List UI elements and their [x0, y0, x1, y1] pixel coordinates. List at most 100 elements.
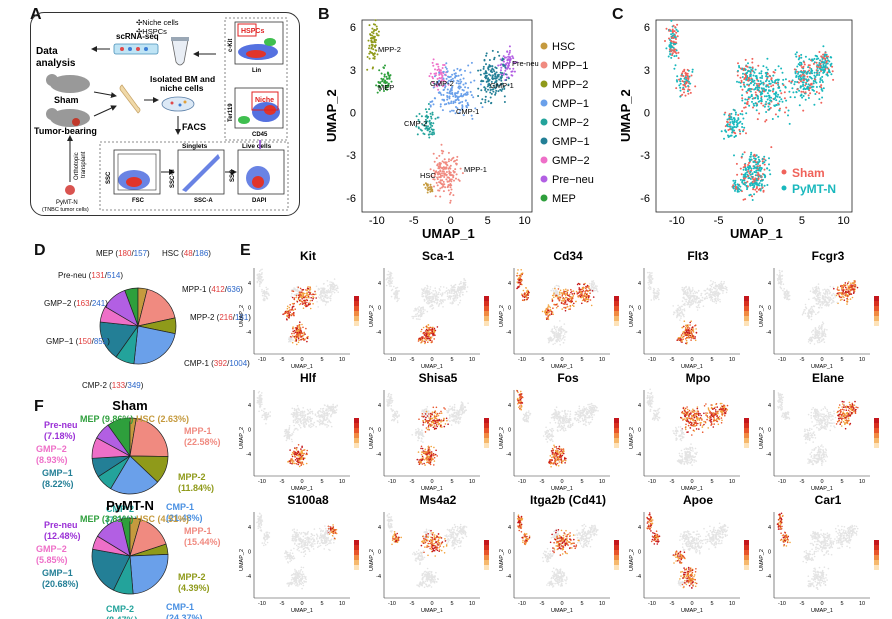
umap-point: [821, 96, 824, 99]
feature-point: [592, 284, 595, 286]
feature-point: [593, 287, 595, 290]
feature-point: [389, 281, 392, 283]
feature-point: [286, 307, 289, 310]
sham-mouse-icon: [50, 75, 90, 93]
umap-point: [503, 95, 506, 98]
feature-point: [571, 300, 573, 303]
umap-point: [376, 91, 379, 94]
color-scale: [614, 321, 619, 326]
feature-point: [569, 295, 571, 298]
feature-point: [579, 288, 581, 291]
feature-point: [418, 306, 420, 308]
feature-point: [388, 279, 390, 282]
umap-point: [433, 160, 436, 163]
umap-point: [815, 91, 818, 93]
feature-point: [836, 301, 838, 304]
feature-point: [588, 285, 590, 288]
feature-point: [445, 287, 448, 289]
feature-point: [708, 296, 711, 299]
umap-point: [503, 85, 506, 88]
feature-point: [430, 329, 433, 332]
feature-point: [455, 292, 458, 294]
feature-point: [520, 273, 522, 276]
umap-point: [761, 162, 764, 165]
umap-point: [434, 68, 436, 71]
feature-point: [851, 296, 854, 299]
feature-point: [693, 300, 695, 302]
feature-point: [263, 289, 265, 292]
feature-point: [573, 302, 575, 305]
umap-point: [781, 100, 784, 103]
umap-point: [445, 171, 448, 173]
umap-point: [750, 151, 753, 154]
feature-point: [783, 292, 786, 295]
umap-point: [684, 76, 687, 78]
feature-point: [686, 336, 688, 339]
feature-point: [428, 339, 431, 342]
feature-point: [303, 296, 305, 299]
umap-point: [686, 72, 689, 75]
feature-point: [453, 292, 456, 295]
feature-point: [453, 284, 455, 287]
umap-point: [450, 89, 453, 92]
umap-point: [744, 76, 747, 78]
umap-point: [503, 101, 506, 103]
y-axis-label: UMAP_2: [369, 305, 375, 327]
feature-point: [265, 288, 268, 291]
feature-point: [320, 293, 323, 295]
feature-point: [423, 337, 425, 339]
umap-point: [479, 83, 482, 86]
umap-point: [432, 58, 435, 61]
umap-point: [434, 173, 437, 176]
umap-point: [679, 77, 682, 80]
umap-point: [751, 195, 753, 198]
feature-point: [555, 339, 557, 341]
umap-point: [802, 79, 805, 81]
feature-point: [526, 293, 529, 295]
umap-point: [673, 55, 676, 58]
feature-point: [561, 297, 564, 300]
feature-point: [429, 300, 432, 302]
feature-point: [393, 285, 395, 288]
feature-point: [516, 287, 518, 290]
hspcs-gate-label: HSPCs: [241, 28, 264, 35]
feature-point: [330, 287, 332, 289]
umap-point: [755, 82, 758, 85]
y-tick: -3: [640, 150, 650, 162]
feature-point: [322, 300, 325, 302]
umap-point: [385, 85, 388, 88]
feature-point: [850, 285, 852, 287]
umap-point: [772, 84, 775, 87]
feature-point: [788, 294, 790, 297]
feature-point: [552, 343, 554, 346]
feature-point: [687, 333, 689, 336]
umap-point: [812, 82, 815, 85]
umap-point: [751, 172, 754, 175]
feature-point: [454, 283, 457, 286]
feature-point: [779, 275, 781, 278]
umap-point: [823, 62, 826, 64]
umap-point: [454, 72, 457, 75]
umap-point: [375, 84, 378, 87]
feature-point: [585, 296, 587, 298]
umap-point: [440, 143, 443, 146]
feature-point: [258, 270, 261, 272]
umap-point: [436, 176, 439, 179]
color-scale: [484, 311, 489, 316]
umap-point: [373, 44, 376, 47]
feature-point: [563, 333, 566, 335]
feature-point: [429, 301, 431, 304]
umap-point: [690, 74, 693, 77]
umap-point: [799, 70, 802, 73]
feature-point: [682, 338, 684, 340]
feature-point: [575, 290, 578, 293]
feature-point: [560, 325, 563, 328]
feature-point: [585, 287, 587, 289]
feature-point: [591, 282, 593, 284]
feature-point: [315, 285, 318, 288]
feature-point: [657, 296, 659, 299]
umap-point: [816, 65, 818, 68]
pie-count-sham: 150: [78, 337, 92, 346]
